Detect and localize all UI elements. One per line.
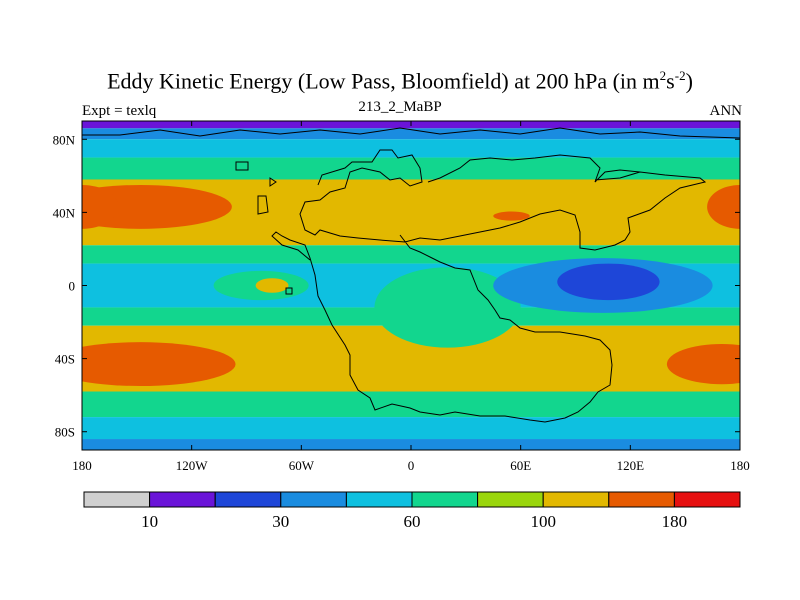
continent-outline-path [82,127,740,423]
colorbar-box-2 [214,491,282,508]
colorbar-label-0: 10 [141,512,158,531]
season-label: ANN [709,103,743,119]
x-tick-label-2: 60W [289,458,315,473]
zonal-band-11 [82,439,740,450]
colorbar: 10 30 60 100 180 [83,491,741,531]
y-tick-label-1: 40N [53,205,76,220]
y-tick-label-0: 80N [53,132,76,147]
chart-subtitle: 213_2_MaBP [358,99,442,115]
x-tick-label-5: 120E [617,458,645,473]
colorbar-box-3 [280,491,347,508]
y-tick-label-2: 0 [69,279,76,294]
continent-outline [82,127,740,423]
x-tick-label-0: 180 [72,458,92,473]
colorbar-label-4: 180 [662,512,688,531]
colorbar-box-6 [477,491,544,508]
y-tick-label-4: 80S [55,425,75,440]
field-feature-10 [557,263,660,301]
chart-title: Eddy Kinetic Energy (Low Pass, Bloomfiel… [107,68,693,94]
x-tick-label-6: 180 [730,458,750,473]
x-tick-label-1: 120W [176,458,209,473]
colorbar-box-1 [149,491,216,508]
field-feature-7 [255,278,289,293]
colorbar-box-8 [608,491,675,508]
colorbar-label-2: 60 [404,512,421,531]
field-feature-2 [707,184,740,229]
field-feature-5 [666,343,740,385]
field-feature-1 [82,184,119,229]
colorbar-label-1: 30 [272,512,289,531]
colorbar-box-7 [542,491,610,508]
zonal-band-3 [82,157,740,180]
colorbar-box-4 [345,491,413,508]
colorbar-box-5 [411,491,479,508]
zonal-band-1 [82,128,740,140]
colorbar-label-3: 100 [530,512,556,531]
field-feature-8 [374,267,521,348]
heatmap-field [82,121,740,450]
colorbar-box-9 [673,491,741,508]
x-tick-label-4: 60E [510,458,531,473]
y-tick-label-3: 40S [55,352,75,367]
axis-ticks: 180 120W 60W 0 60E 120E 180 80N 40N 0 40S 80S [53,121,750,473]
field-feature-4 [82,342,236,387]
x-tick-label-3: 0 [408,458,415,473]
zonal-band-2 [82,139,740,158]
field-feature-0 [82,184,232,229]
zonal-band-10 [82,417,740,440]
field-feature-3 [493,211,530,221]
zonal-band-9 [82,391,740,418]
experiment-label: Expt = texlq [82,103,157,119]
colorbar-box-0 [83,491,151,508]
